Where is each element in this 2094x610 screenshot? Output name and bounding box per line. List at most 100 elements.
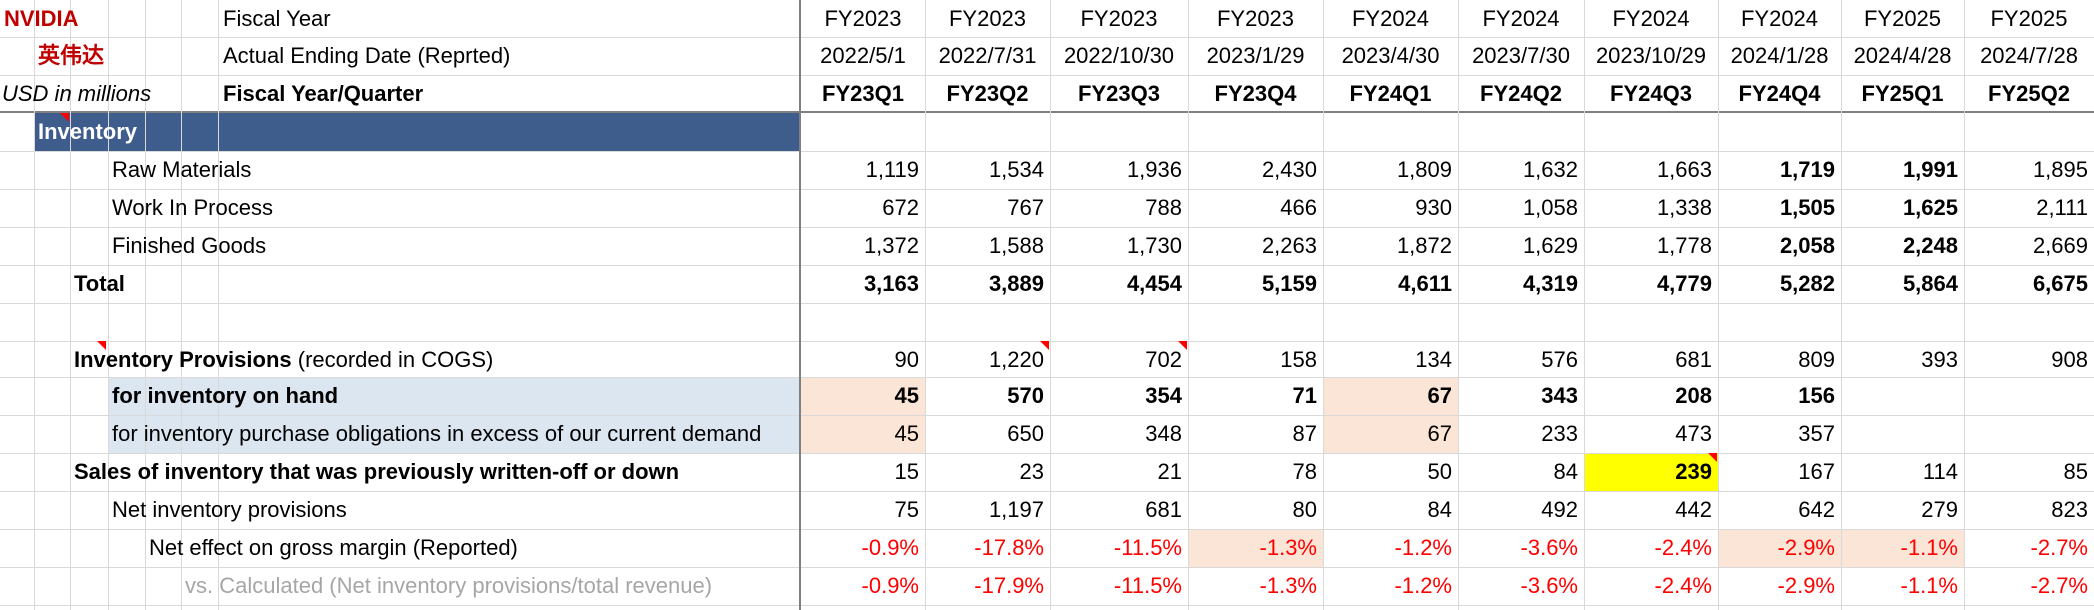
sales-written-off-value: 78 <box>1292 459 1317 484</box>
sales-written-off-label: Sales of inventory that was previously w… <box>74 459 680 484</box>
fiscal-year-cell: FY2024 <box>1351 6 1430 31</box>
work-in-process-label: Work In Process <box>112 195 273 220</box>
peach-highlight <box>1188 529 1323 567</box>
purchase-obligations-label: for inventory purchase obligations in ex… <box>112 421 762 446</box>
ending-date-cell: 2023/4/30 <box>1341 43 1440 68</box>
net-provisions-value: 80 <box>1292 497 1317 522</box>
work-in-process-value: 930 <box>1415 195 1452 220</box>
comment-indicator-icon[interactable] <box>60 113 69 122</box>
provisions-value: 809 <box>1798 347 1835 372</box>
purchase-obligations-value: 348 <box>1145 421 1182 446</box>
work-in-process-value: 466 <box>1280 195 1317 220</box>
ending-date-cell: 2024/4/28 <box>1853 43 1952 68</box>
total-label: Total <box>74 271 125 296</box>
ending-date-cell: 2023/1/29 <box>1206 43 1305 68</box>
net-provisions-value: 642 <box>1798 497 1835 522</box>
finished-goods-value: 1,778 <box>1656 233 1712 258</box>
total-value: 5,282 <box>1779 271 1835 296</box>
finished-goods-value: 2,669 <box>2032 233 2088 258</box>
finished-goods-value: 1,372 <box>863 233 919 258</box>
sales-written-off-value: 239 <box>1675 459 1712 484</box>
section-title: Inventory <box>38 119 138 144</box>
finished-goods-label: Finished Goods <box>112 233 267 258</box>
net-provisions-value: 492 <box>1541 497 1578 522</box>
on-hand-value: 71 <box>1292 383 1317 408</box>
on-hand-value: 156 <box>1798 383 1835 408</box>
comment-indicator-icon[interactable] <box>1040 341 1049 350</box>
work-in-process-value: 1,505 <box>1779 195 1835 220</box>
raw-materials-value: 1,809 <box>1396 157 1452 182</box>
provisions-value: 393 <box>1921 347 1958 372</box>
total-value: 3,889 <box>988 271 1044 296</box>
gross-margin-reported-value: -3.6% <box>1520 535 1578 560</box>
calculated-value: -2.4% <box>1654 573 1712 598</box>
finished-goods-value: 2,058 <box>1779 233 1835 258</box>
provisions-value: 158 <box>1280 347 1317 372</box>
total-value: 4,611 <box>1398 271 1452 296</box>
ending-date-cell: 2023/7/30 <box>1472 43 1570 68</box>
provisions-value: 702 <box>1145 347 1182 372</box>
comment-indicator-icon[interactable] <box>97 341 106 350</box>
on-hand-value: 208 <box>1675 383 1712 408</box>
work-in-process-value: 1,338 <box>1656 195 1712 220</box>
purchase-obligations-value: 357 <box>1798 421 1835 446</box>
finished-goods-value: 1,872 <box>1396 233 1452 258</box>
fiscal-quarter-cell: FY24Q1 <box>1349 81 1432 106</box>
finished-goods-value: 1,730 <box>1126 233 1182 258</box>
work-in-process-value: 672 <box>882 195 919 220</box>
net-provisions-value: 1,197 <box>988 497 1044 522</box>
comment-indicator-icon[interactable] <box>1708 453 1717 462</box>
fiscal-quarter-cell: FY25Q1 <box>1861 81 1944 106</box>
net-provisions-value: 75 <box>894 497 919 522</box>
on-hand-value: 45 <box>894 383 919 408</box>
fiscal-quarter-cell: FY23Q2 <box>946 81 1029 106</box>
ending-date-cell: 2024/7/28 <box>1980 43 2078 68</box>
gross-margin-reported-value: -1.3% <box>1259 535 1317 560</box>
inventory-provisions-label-bold: Inventory Provisions <box>74 347 292 372</box>
comment-indicator-icon[interactable] <box>1178 341 1187 350</box>
fiscal-year-cell: FY2024 <box>1612 6 1690 31</box>
inventory-provisions-label-rest: (recorded in COGS) <box>291 347 494 372</box>
total-value: 4,454 <box>1126 271 1182 296</box>
gross-margin-reported-value: -2.7% <box>2030 535 2088 560</box>
gross-margin-reported-value: -1.2% <box>1394 535 1452 560</box>
peach-highlight <box>1841 529 1964 567</box>
units-label: USD in millions <box>2 81 152 106</box>
sales-written-off-value: 167 <box>1798 459 1835 484</box>
finished-goods-value: 1,588 <box>988 233 1044 258</box>
fiscal-year-cell: FY2025 <box>1990 6 2068 31</box>
fiscal-quarter-cell: FY24Q2 <box>1480 81 1562 106</box>
raw-materials-value: 1,936 <box>1126 157 1182 182</box>
total-value: 5,864 <box>1902 271 1958 296</box>
calculated-value: -1.1% <box>1900 573 1958 598</box>
sales-written-off-value: 15 <box>894 459 919 484</box>
calculated-value: -11.5% <box>1113 573 1182 598</box>
work-in-process-value: 1,058 <box>1522 195 1578 220</box>
net-provisions-label: Net inventory provisions <box>112 497 347 522</box>
gross-margin-reported-value: -17.8% <box>974 535 1044 560</box>
sales-written-off-value: 50 <box>1427 459 1452 484</box>
ending-date-cell: 2022/7/31 <box>938 43 1037 68</box>
raw-materials-value: 1,663 <box>1656 157 1712 182</box>
fiscal-quarter-cell: FY23Q4 <box>1214 81 1297 106</box>
provisions-value: 1,220 <box>988 347 1044 372</box>
fiscal-quarter-label: Fiscal Year/Quarter <box>223 81 424 106</box>
fiscal-year-cell: FY2024 <box>1482 6 1560 31</box>
on-hand-label: for inventory on hand <box>112 383 339 408</box>
fiscal-quarter-cell: FY24Q4 <box>1738 81 1821 106</box>
total-value: 6,675 <box>2032 271 2088 296</box>
fiscal-quarter-cell: FY23Q3 <box>1078 81 1160 106</box>
raw-materials-value: 1,719 <box>1779 157 1835 182</box>
provisions-value: 90 <box>894 347 919 372</box>
finished-goods-value: 2,263 <box>1261 233 1317 258</box>
fiscal-quarter-cell: FY24Q3 <box>1610 81 1692 106</box>
gross-margin-reported-label: Net effect on gross margin (Reported) <box>149 535 518 560</box>
provisions-value: 681 <box>1675 347 1712 372</box>
sales-written-off-value: 114 <box>1922 459 1958 484</box>
total-value: 5,159 <box>1261 271 1317 296</box>
peach-highlight <box>1718 529 1841 567</box>
ending-date-label: Actual Ending Date (Reprted) <box>223 43 511 68</box>
fiscal-year-cell: FY2025 <box>1863 6 1942 31</box>
total-value: 3,163 <box>863 271 919 296</box>
